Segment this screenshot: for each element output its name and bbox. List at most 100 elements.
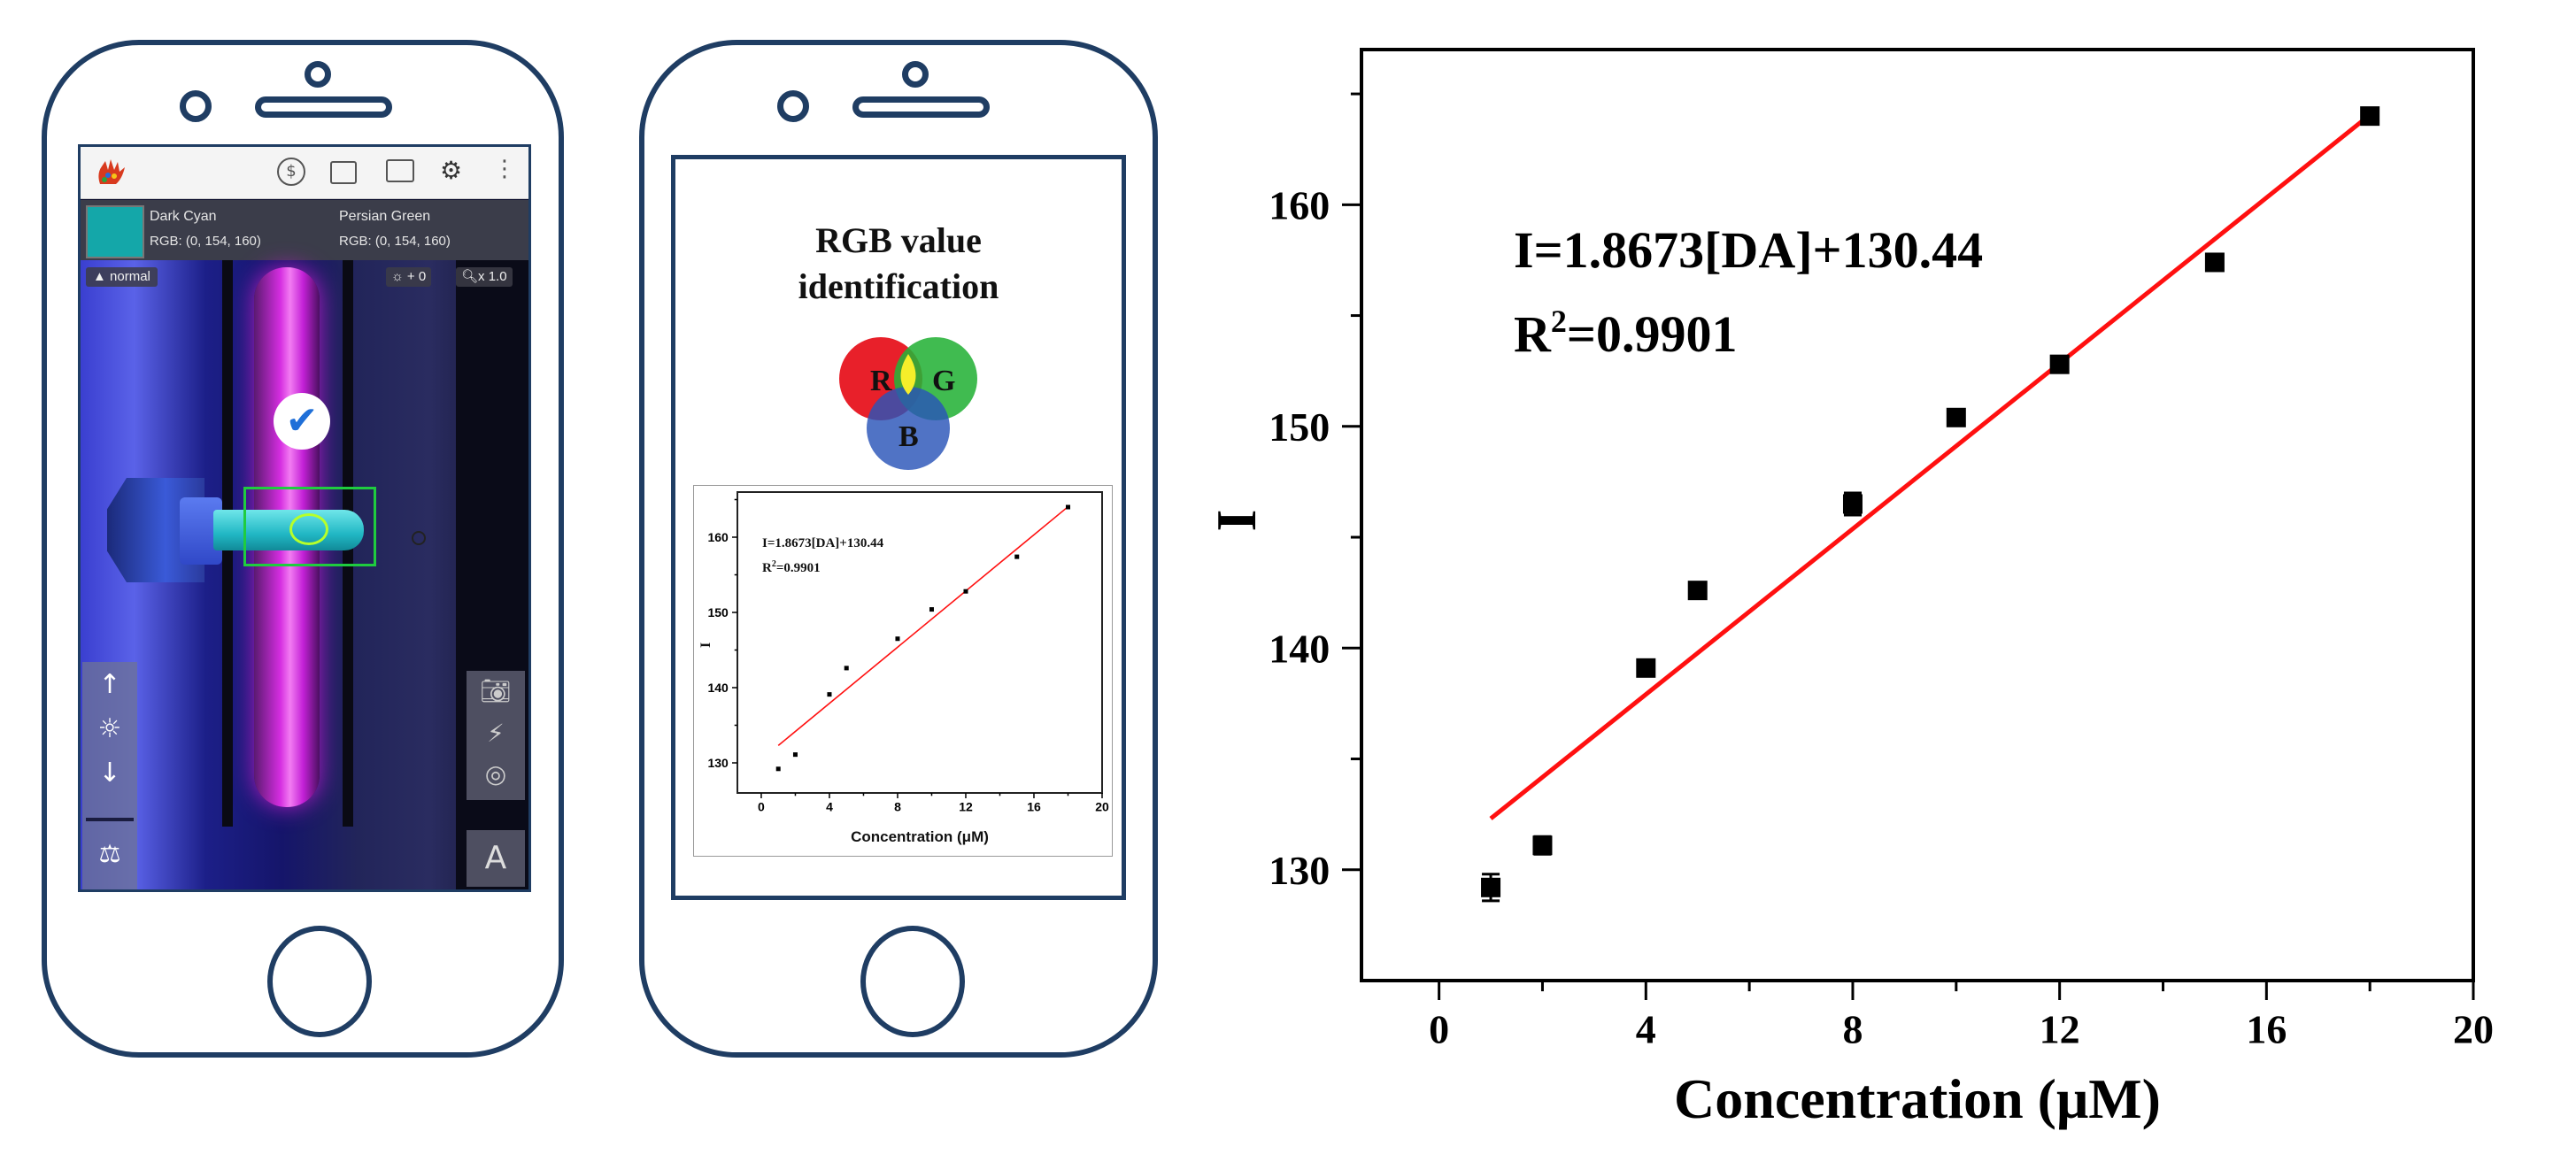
data-point (2204, 252, 2225, 273)
detection-box (243, 487, 376, 566)
balance-icon[interactable]: ⚖ (98, 839, 121, 868)
text-button-label: A (484, 840, 507, 876)
data-point (929, 607, 934, 612)
y-tick-label: 160 (1269, 182, 1330, 227)
exposure-icon: ☼ (391, 269, 407, 284)
mode-chip[interactable]: ▲ normal (86, 267, 158, 287)
secondary-color-name: Persian Green (339, 209, 431, 224)
x-tick-label: 16 (1027, 800, 1041, 814)
mode-label: normal (110, 269, 150, 284)
brightness-icon[interactable]: ☼ (97, 713, 122, 744)
phone-2-front-camera (777, 90, 809, 122)
mini-r2-sup: 2 (772, 559, 776, 569)
cuvette-body (213, 510, 364, 550)
main-chart: 0 4 8 12 16 20 130 140 150 160 I=1.8673[DA]+130.4… (1205, 48, 2494, 1130)
color-swatch (86, 205, 144, 258)
data-point (827, 692, 832, 697)
data-point (1946, 407, 1966, 427)
mini-equation: I=1.8673[DA]+130.44 (762, 536, 884, 550)
mini-xlabel: Concentration (μM) (851, 828, 989, 845)
flashlight-icon[interactable]: ⚡︎ (487, 719, 505, 748)
mini-r2: R2=0.9901 (762, 559, 821, 575)
data-point (844, 666, 849, 671)
equation-label: I=1.8673[DA]+130.44 (1514, 221, 1983, 279)
arrow-down-icon[interactable]: ↓ (98, 758, 121, 789)
x-tick-label: 12 (2040, 1006, 2080, 1051)
fit-line (1489, 112, 2372, 820)
y-axis-label: I (1205, 510, 1268, 532)
gear-icon[interactable]: ⚙ (440, 156, 463, 185)
venn-label-g: G (932, 365, 955, 397)
x-tick-label: 20 (1095, 800, 1109, 814)
phone-1-top-sensor (305, 61, 331, 88)
sample-circle[interactable] (289, 513, 328, 545)
rgb-venn-diagram: R G B (839, 337, 977, 470)
x-tick-label: 4 (1636, 1006, 1656, 1051)
x-tick-label: 20 (2453, 1006, 2494, 1051)
phone-2-home-button[interactable] (860, 926, 965, 1037)
venn-label-r: R (870, 365, 892, 397)
rgb-title-line-2: identification (798, 266, 999, 306)
y-tick-label: 130 (707, 756, 729, 770)
more-icon[interactable]: ⋮ (493, 156, 516, 182)
data-point (2360, 106, 2380, 127)
r2-prefix: R (1514, 305, 1552, 363)
data-point (775, 766, 781, 772)
zoom-label: x 1.0 (478, 269, 507, 284)
primary-color-rgb: RGB: (0, 154, 160) (150, 234, 261, 249)
plot-frame (1360, 48, 2475, 982)
phone-2-frame: RGB value identification R G B 0 4 8 12 16 20… (639, 40, 1158, 1058)
x-axis-label: Concentration (μM) (1674, 1067, 2161, 1130)
mini-r2-prefix: R (762, 561, 772, 575)
phone-1-home-button[interactable] (267, 926, 372, 1037)
rgb-title-line-1: RGB value (815, 220, 982, 260)
data-point (1532, 835, 1553, 856)
dollar-icon[interactable]: $ (277, 158, 305, 186)
y-tick-label: 130 (1269, 848, 1330, 893)
data-point (1687, 581, 1708, 601)
venn-blue-circle (867, 387, 950, 470)
comment-icon[interactable] (386, 159, 414, 182)
text-icon[interactable]: A (467, 830, 525, 887)
mini-r2-value: =0.9901 (776, 561, 821, 575)
r2-label: R2=0.9901 (1514, 304, 1737, 363)
phone-1-screen: $ ⚙ ⋮ Dark Cyan RGB: (0, 154, 160) Persi… (78, 144, 531, 892)
y-tick-label: 150 (1269, 404, 1330, 450)
exposure-chip[interactable]: ☼ + 0 (386, 267, 432, 287)
data-point (1636, 658, 1656, 678)
phone-2-screen: RGB value identification R G B 0 4 8 12 16 20… (671, 155, 1126, 900)
x-tick-label: 0 (758, 800, 765, 814)
data-point (2049, 354, 2070, 374)
zoom-chip[interactable]: 🔍︎x 1.0 (456, 267, 513, 287)
data-point (792, 752, 798, 758)
exposure-label: + 0 (406, 269, 427, 284)
arrow-up-icon[interactable]: ↑ (98, 669, 121, 700)
right-control-strip: 📷︎ ⚡︎ ◎ (467, 671, 525, 800)
phone-1-speaker (255, 96, 392, 118)
y-tick-label: 140 (707, 681, 729, 695)
hand-palette-icon[interactable] (93, 158, 128, 189)
secondary-color-rgb: RGB: (0, 154, 160) (339, 234, 451, 249)
x-tick-label: 16 (2246, 1006, 2287, 1051)
target-icon[interactable]: ◎ (484, 759, 507, 789)
x-tick-label: 8 (894, 800, 901, 814)
data-point (895, 636, 900, 642)
x-tick-label: 8 (1842, 1006, 1863, 1051)
mini-chart: 0 4 8 12 16 20 130 140 150 160 I=1.8673[DA]+130.4… (693, 485, 1113, 857)
venn-label-b: B (899, 420, 919, 453)
venn-center (900, 354, 916, 395)
image-icon[interactable] (330, 161, 357, 184)
y-tick-label: 150 (707, 605, 729, 619)
strip-divider (86, 818, 134, 821)
y-tick-label: 140 (1269, 626, 1330, 671)
mini-chart-border (693, 485, 1113, 857)
primary-color-name: Dark Cyan (150, 209, 217, 224)
data-point (1065, 504, 1070, 510)
camera-icon[interactable]: 📷︎ (480, 676, 512, 705)
mini-plot-frame (737, 491, 1103, 794)
app-toolbar: $ ⚙ ⋮ (81, 147, 528, 199)
data-point (963, 589, 968, 594)
camera-mode-icon: ▲ (93, 269, 111, 284)
phone-2-speaker (852, 96, 990, 118)
zoom-icon: 🔍︎ (461, 269, 479, 284)
